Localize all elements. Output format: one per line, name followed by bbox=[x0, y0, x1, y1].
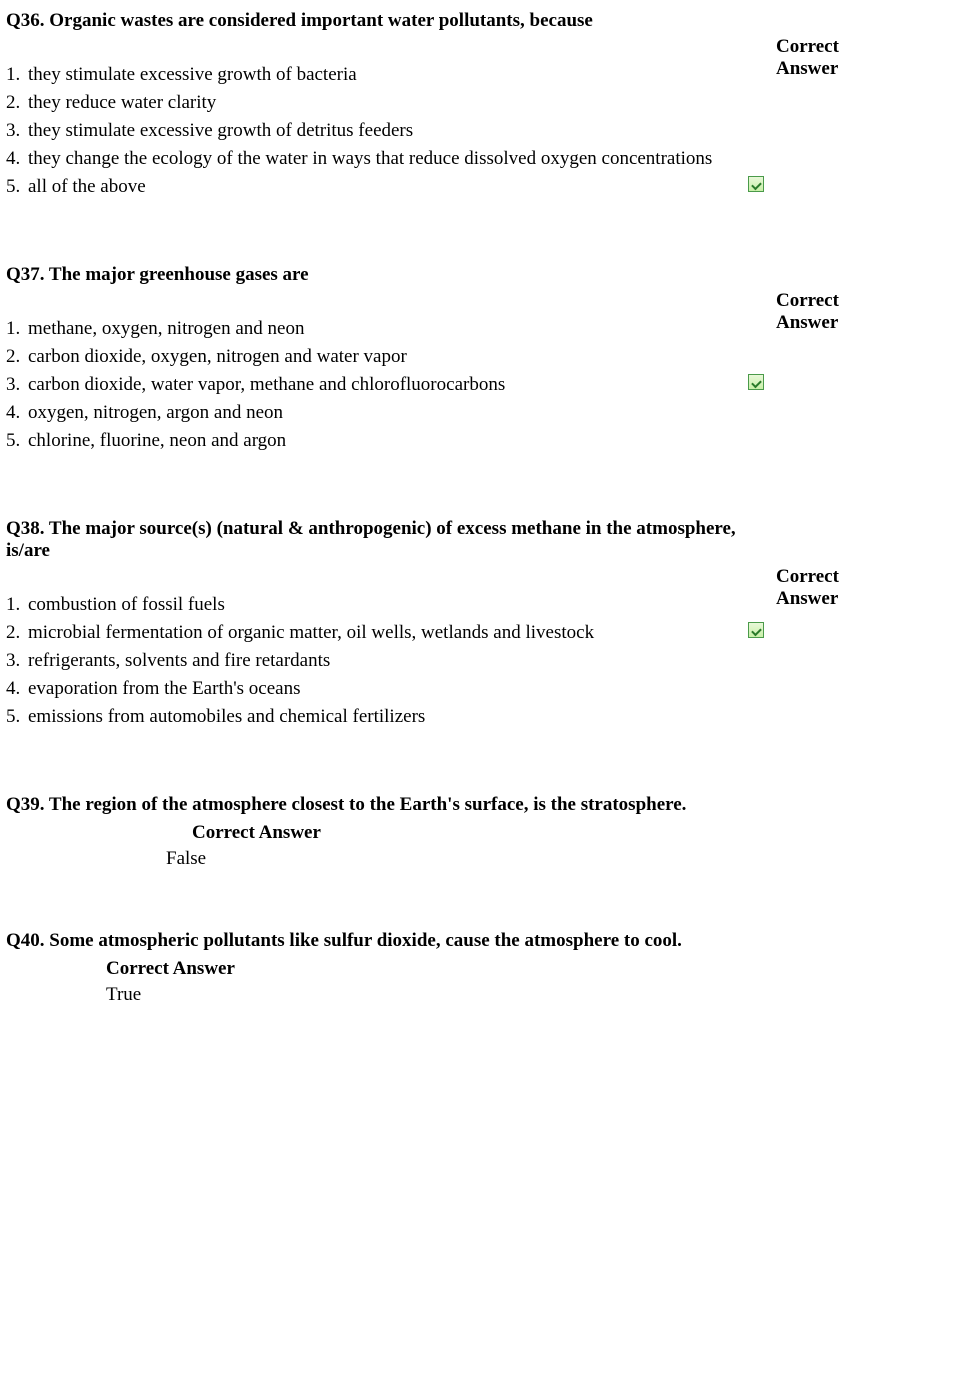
option-label: they change the ecology of the water in … bbox=[28, 148, 739, 170]
option-label: combustion of fossil fuels bbox=[28, 594, 739, 616]
option-label: carbon dioxide, water vapor, methane and… bbox=[28, 374, 739, 396]
correct-answer-label: Correct Answer bbox=[192, 822, 954, 844]
option-label: refrigerants, solvents and fire retardan… bbox=[28, 650, 739, 672]
option-number: 3. bbox=[6, 120, 28, 142]
option-label: carbon dioxide, oxygen, nitrogen and wat… bbox=[28, 346, 739, 368]
option-number: 5. bbox=[6, 706, 28, 728]
correct-answer-header: Correct Answer bbox=[776, 290, 954, 334]
option-row: 4.oxygen, nitrogen, argon and neon bbox=[6, 402, 766, 424]
option-label: microbial fermentation of organic matter… bbox=[28, 622, 739, 644]
option-label: methane, oxygen, nitrogen and neon bbox=[28, 318, 739, 340]
correct-label-line2: Answer bbox=[776, 312, 838, 333]
option-check-cell bbox=[747, 622, 766, 638]
option-row: 1.they stimulate excessive growth of bac… bbox=[6, 64, 766, 86]
option-row: 3.they stimulate excessive growth of det… bbox=[6, 120, 766, 142]
correct-label-line1: Correct bbox=[776, 566, 839, 587]
question-q38: Q38. The major source(s) (natural & anth… bbox=[6, 518, 954, 734]
options-list: 1.combustion of fossil fuels 2.microbial… bbox=[6, 594, 766, 728]
question-q37: Q37. The major greenhouse gases are 1.me… bbox=[6, 264, 954, 458]
correct-label-line2: Answer bbox=[776, 58, 838, 79]
option-check-cell bbox=[747, 176, 766, 192]
option-row: 5.emissions from automobiles and chemica… bbox=[6, 706, 766, 728]
question-title: Q37. The major greenhouse gases are bbox=[6, 264, 764, 286]
option-label: they reduce water clarity bbox=[28, 92, 739, 114]
options-list: 1.methane, oxygen, nitrogen and neon 2.c… bbox=[6, 318, 766, 452]
check-icon bbox=[748, 176, 764, 192]
option-label: emissions from automobiles and chemical … bbox=[28, 706, 739, 728]
question-q40: Q40. Some atmospheric pollutants like su… bbox=[6, 930, 954, 1006]
option-number: 2. bbox=[6, 346, 28, 368]
question-title: Q36. Organic wastes are considered impor… bbox=[6, 10, 764, 32]
option-row: 1.methane, oxygen, nitrogen and neon bbox=[6, 318, 766, 340]
option-row: 2.carbon dioxide, oxygen, nitrogen and w… bbox=[6, 346, 766, 368]
correct-label-line1: Correct bbox=[776, 36, 839, 57]
option-label: oxygen, nitrogen, argon and neon bbox=[28, 402, 739, 424]
option-row: 5.chlorine, fluorine, neon and argon bbox=[6, 430, 766, 452]
option-row: 1.combustion of fossil fuels bbox=[6, 594, 766, 616]
tf-answer-value: False bbox=[166, 848, 954, 870]
question-q36: Q36. Organic wastes are considered impor… bbox=[6, 10, 954, 204]
tf-answer-block: Correct Answer False bbox=[166, 822, 954, 870]
option-number: 1. bbox=[6, 64, 28, 86]
correct-answer-header: Correct Answer bbox=[776, 566, 954, 610]
option-number: 4. bbox=[6, 148, 28, 170]
option-number: 2. bbox=[6, 622, 28, 644]
question-title: Q38. The major source(s) (natural & anth… bbox=[6, 518, 764, 562]
option-number: 1. bbox=[6, 594, 28, 616]
options-list: 1.they stimulate excessive growth of bac… bbox=[6, 64, 766, 198]
question-title: Q40. Some atmospheric pollutants like su… bbox=[6, 930, 954, 952]
correct-label-line2: Answer bbox=[776, 588, 838, 609]
tf-answer-block: Correct Answer True bbox=[106, 958, 954, 1006]
option-row: 5.all of the above bbox=[6, 176, 766, 198]
correct-answer-header: Correct Answer bbox=[776, 36, 954, 80]
option-number: 5. bbox=[6, 430, 28, 452]
option-label: all of the above bbox=[28, 176, 739, 198]
option-number: 4. bbox=[6, 402, 28, 424]
question-title: Q39. The region of the atmosphere closes… bbox=[6, 794, 954, 816]
tf-answer-value: True bbox=[106, 984, 954, 1006]
option-row: 3.refrigerants, solvents and fire retard… bbox=[6, 650, 766, 672]
option-row: 4.evaporation from the Earth's oceans bbox=[6, 678, 766, 700]
question-q39: Q39. The region of the atmosphere closes… bbox=[6, 794, 954, 870]
option-number: 2. bbox=[6, 92, 28, 114]
option-row: 3.carbon dioxide, water vapor, methane a… bbox=[6, 374, 766, 396]
check-icon bbox=[748, 622, 764, 638]
option-label: they stimulate excessive growth of detri… bbox=[28, 120, 739, 142]
option-number: 1. bbox=[6, 318, 28, 340]
option-number: 3. bbox=[6, 650, 28, 672]
option-label: evaporation from the Earth's oceans bbox=[28, 678, 739, 700]
option-label: chlorine, fluorine, neon and argon bbox=[28, 430, 739, 452]
check-icon bbox=[748, 374, 764, 390]
option-number: 5. bbox=[6, 176, 28, 198]
option-label: they stimulate excessive growth of bacte… bbox=[28, 64, 739, 86]
correct-label-line1: Correct bbox=[776, 290, 839, 311]
option-number: 4. bbox=[6, 678, 28, 700]
option-number: 3. bbox=[6, 374, 28, 396]
correct-answer-label: Correct Answer bbox=[106, 958, 954, 980]
option-row: 4.they change the ecology of the water i… bbox=[6, 148, 766, 170]
option-row: 2.microbial fermentation of organic matt… bbox=[6, 622, 766, 644]
option-check-cell bbox=[747, 374, 766, 390]
option-row: 2.they reduce water clarity bbox=[6, 92, 766, 114]
